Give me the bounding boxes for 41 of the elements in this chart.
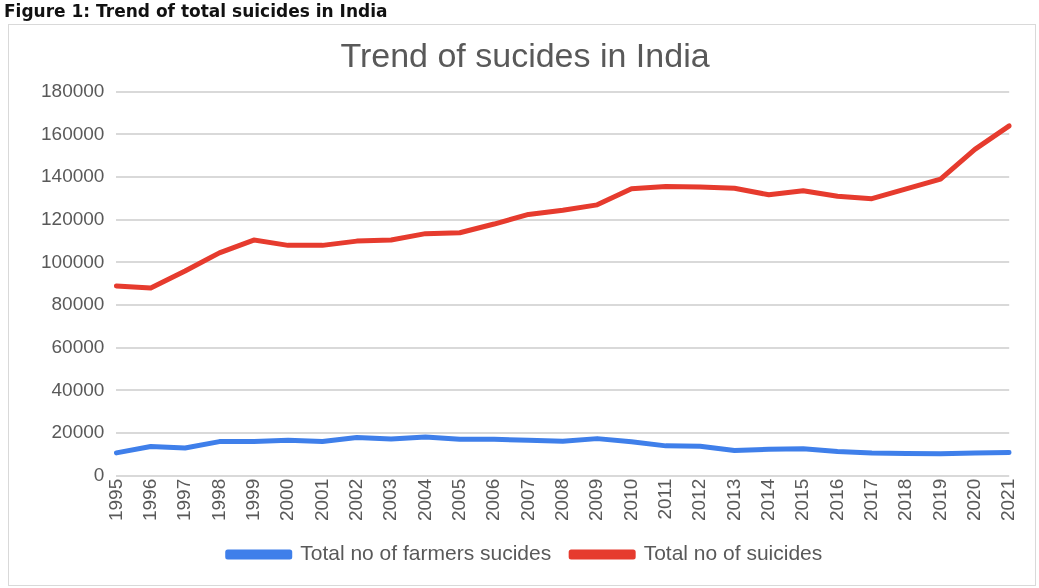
y-tick-label: 0 (93, 463, 105, 485)
y-tick-label: 20000 (51, 421, 105, 443)
y-tick-label: 80000 (51, 293, 105, 315)
x-tick-label: 2004 (413, 478, 435, 522)
x-tick-label: 2014 (757, 478, 779, 522)
x-tick-label: 2006 (482, 478, 504, 522)
caption: Figure 1: Trend of total suicides in India (4, 1, 388, 21)
x-tick-label: 2012 (688, 478, 710, 522)
x-tick-label: 2010 (619, 478, 641, 522)
y-tick-label: 60000 (51, 335, 105, 357)
x-tick-label: 2003 (379, 478, 401, 522)
x-tick-label: 1998 (207, 478, 229, 522)
y-tick-label: 160000 (41, 122, 105, 144)
x-tick-label: 2013 (722, 478, 744, 522)
x-tick-label: 2015 (791, 478, 813, 522)
x-tick-label: 2019 (928, 478, 950, 522)
x-tick-label: 2005 (448, 478, 470, 522)
x-tick-label: 2001 (310, 478, 332, 522)
y-tick-label: 180000 (41, 80, 105, 102)
x-tick-label: 2020 (963, 478, 985, 522)
legend-label: Total no of suicides (643, 541, 823, 565)
x-tick-label: 2007 (516, 478, 538, 522)
x-tick-label: 1995 (104, 478, 126, 522)
x-tick-label: 1999 (241, 478, 263, 522)
chart-title: Trend of sucides in India (340, 35, 710, 74)
x-tick-label: 2009 (585, 478, 607, 522)
x-tick-label: 2008 (551, 478, 573, 522)
x-tick-label: 2002 (345, 478, 366, 522)
x-tick-label: 2000 (276, 478, 298, 522)
legend-label: Total no of farmers sucides (300, 541, 552, 565)
x-tick-label: 2016 (825, 478, 847, 522)
y-tick-label: 40000 (51, 378, 105, 400)
y-tick-label: 120000 (41, 208, 105, 230)
x-tick-label: 2018 (894, 478, 916, 522)
x-tick-label: 2021 (997, 478, 1019, 522)
y-tick-label: 100000 (41, 250, 105, 272)
x-tick-label: 2017 (860, 478, 882, 522)
x-tick-label: 2011 (654, 478, 676, 520)
x-tick-label: 1996 (138, 478, 160, 522)
y-tick-label: 140000 (41, 165, 105, 187)
x-tick-label: 1997 (173, 478, 195, 522)
